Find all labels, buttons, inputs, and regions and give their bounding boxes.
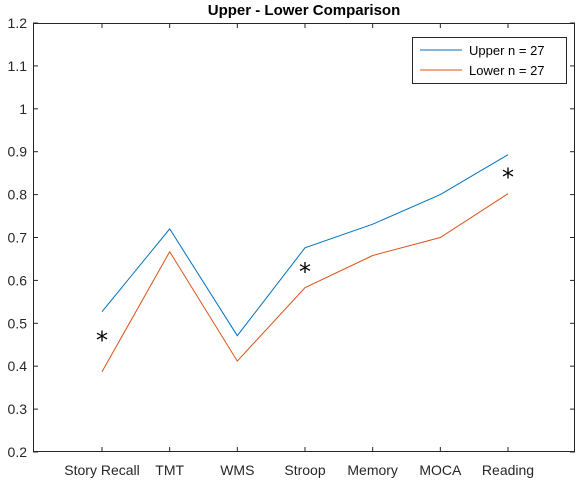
x-tick-label-3: Stroop (284, 462, 325, 478)
legend-label-1: Lower n = 27 (469, 63, 545, 78)
y-tick-label-3: 0.5 (8, 315, 28, 331)
x-tick-label-5: MOCA (419, 462, 462, 478)
y-tick-label-0: 0.2 (8, 444, 28, 460)
y-tick-label-6: 0.8 (8, 187, 28, 203)
y-tick-label-5: 0.7 (8, 230, 28, 246)
series-layer (101, 154, 509, 373)
y-tick-label-2: 0.4 (8, 358, 28, 374)
legend: Upper n = 27 Lower n = 27 (412, 37, 567, 84)
series-line-1 (101, 193, 509, 373)
chart-title: Upper - Lower Comparison (208, 2, 401, 19)
y-tick-label-10: 1.2 (8, 15, 28, 31)
y-tick-label-4: 0.6 (8, 272, 28, 288)
series-line-0 (101, 154, 509, 337)
y-tick-label-7: 0.9 (8, 144, 28, 160)
y-tick-label-1: 0.3 (8, 401, 28, 417)
significance-marker-2: * (502, 163, 514, 191)
legend-box (412, 37, 567, 84)
y-tick-label-8: 1 (19, 101, 27, 117)
axis-layer: 0.2 0.3 0.4 0.5 0.6 0.7 0.8 0.9 1 1.1 1.2 Story Rec… (8, 15, 575, 478)
annotation-layer: * * * (96, 163, 514, 354)
plot-area (33, 23, 575, 452)
x-tick-label-2: WMS (220, 462, 254, 478)
significance-marker-0: * (96, 326, 108, 354)
y-tick-label-9: 1.1 (8, 58, 28, 74)
legend-label-0: Upper n = 27 (469, 43, 545, 58)
x-tick-label-6: Reading (482, 462, 534, 478)
x-tick-label-0: Story Recall (64, 462, 139, 478)
x-tick-label-1: TMT (155, 462, 184, 478)
x-tick-label-4: Memory (347, 462, 398, 478)
significance-marker-1: * (299, 258, 311, 286)
